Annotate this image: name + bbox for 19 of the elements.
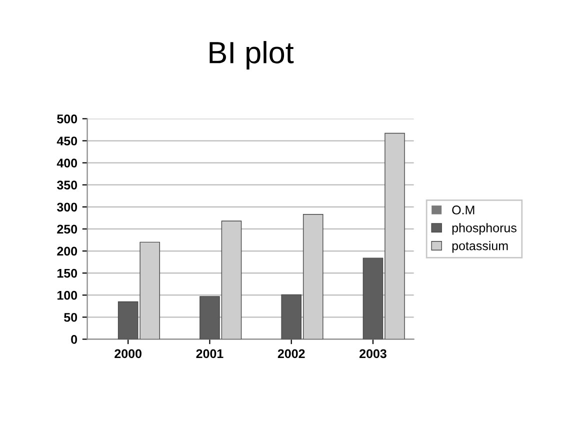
y-tick-label: 50 xyxy=(64,312,78,322)
x-tick-label: 2000 xyxy=(114,349,142,358)
x-tick-label: 2003 xyxy=(360,349,386,358)
y-tick-label: 150 xyxy=(57,268,78,278)
legend-label: phosphorus xyxy=(452,223,516,235)
chart-title: BI plot xyxy=(210,41,294,70)
y-tick-label: 100 xyxy=(57,290,78,300)
x-tick-label: 2001 xyxy=(196,349,224,358)
y-tick-label: 200 xyxy=(57,246,78,256)
legend-label: O.M xyxy=(452,206,474,214)
y-tick-label: 300 xyxy=(56,202,78,212)
legend-label: potassium xyxy=(452,241,508,253)
y-tick-label: 450 xyxy=(56,136,78,146)
x-tick-label: 2002 xyxy=(278,349,305,358)
y-tick-label: 350 xyxy=(56,180,78,190)
y-tick-label: 0 xyxy=(71,335,78,344)
y-tick-label: 400 xyxy=(56,158,78,168)
y-tick-label: 500 xyxy=(57,114,78,124)
y-tick-label: 250 xyxy=(57,224,78,234)
